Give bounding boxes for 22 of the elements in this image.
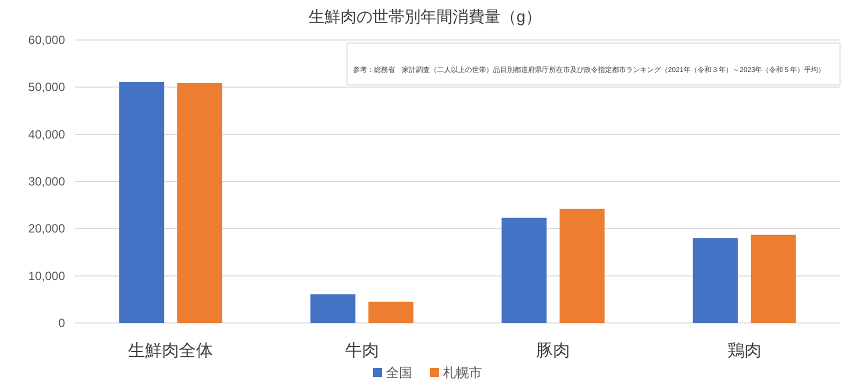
legend-label: 全国 xyxy=(386,365,412,380)
bar xyxy=(310,294,356,323)
bar xyxy=(692,238,738,323)
y-tick-label: 40,000 xyxy=(28,127,66,142)
bar xyxy=(560,208,605,323)
y-tick-label: 0 xyxy=(58,316,66,330)
bar xyxy=(368,302,414,323)
y-tick-label: 50,000 xyxy=(28,80,66,94)
bar xyxy=(119,82,164,323)
legend-label: 札幌市 xyxy=(443,365,482,380)
x-tick-label: 牛肉 xyxy=(344,341,379,360)
bar xyxy=(177,82,222,323)
bar xyxy=(502,218,547,323)
y-tick-label: 30,000 xyxy=(28,174,66,188)
bar xyxy=(750,234,796,323)
y-tick-label: 60,000 xyxy=(28,33,66,47)
y-tick-label: 10,000 xyxy=(28,268,66,283)
x-tick-label: 生鮮肉全体 xyxy=(128,341,214,360)
x-tick-label: 豚肉 xyxy=(536,341,570,360)
chart-title: 生鮮肉の世帯別年間消費量（g） xyxy=(308,8,542,26)
y-tick-label: 20,000 xyxy=(28,222,66,236)
x-tick-label: 鶏肉 xyxy=(727,341,762,360)
